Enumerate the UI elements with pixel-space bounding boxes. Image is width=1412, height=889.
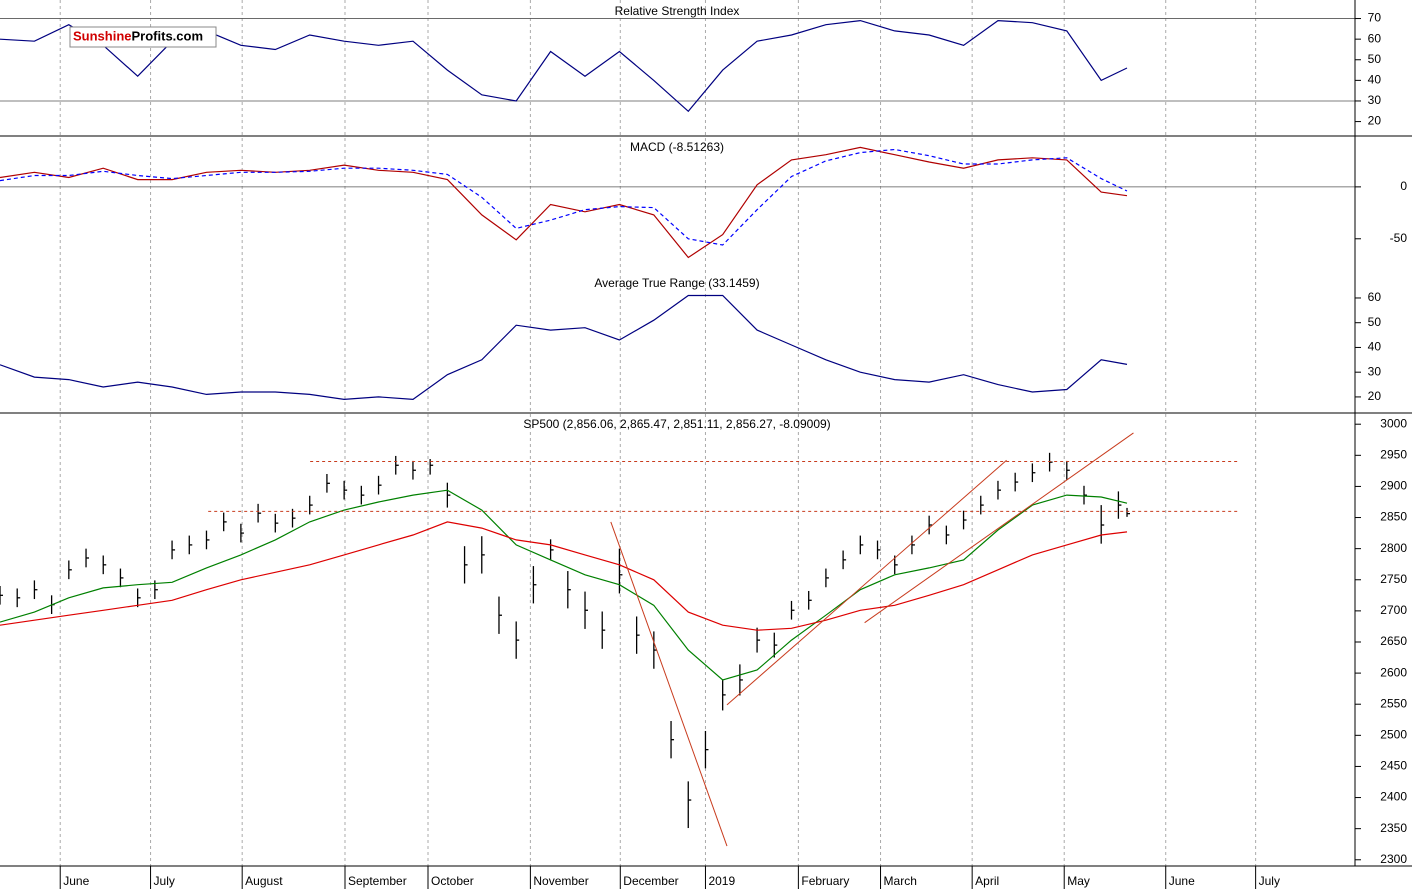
chart-title: MACD (-8.51263) — [630, 140, 724, 154]
y-tick-label: -50 — [1390, 231, 1408, 245]
y-tick-label: 3000 — [1380, 416, 1407, 430]
x-tick-label: June — [63, 874, 89, 888]
x-tick-label: 2019 — [708, 874, 735, 888]
y-tick-label: 50 — [1368, 52, 1382, 66]
y-tick-label: 30 — [1368, 93, 1382, 107]
y-tick-label: 20 — [1368, 114, 1382, 128]
x-tick-label: February — [801, 874, 849, 888]
x-tick-label: June — [1169, 874, 1195, 888]
series-line — [0, 146, 1128, 259]
y-tick-label: 2900 — [1380, 479, 1407, 493]
trend-line — [864, 432, 1134, 624]
y-tick-label: 2650 — [1380, 634, 1407, 648]
x-tick-label: March — [884, 874, 917, 888]
y-tick-label: 2300 — [1380, 852, 1407, 866]
plot: June July August September October November De… — [0, 4, 1407, 889]
y-tick-label: 40 — [1368, 73, 1382, 87]
x-tick-label: December — [623, 874, 678, 888]
y-tick-label: 2700 — [1380, 603, 1407, 617]
y-tick-label: 2950 — [1380, 447, 1407, 461]
y-tick-label: 2800 — [1380, 541, 1407, 555]
watermark-part: Sunshine — [73, 29, 132, 44]
series-line — [0, 148, 1128, 246]
y-tick-label: 70 — [1368, 11, 1382, 25]
chart-title: SP500 (2,856.06, 2,865.47, 2,851.11, 2,8… — [523, 417, 830, 431]
y-tick-label: 2850 — [1380, 510, 1407, 524]
trend-line — [610, 521, 728, 847]
y-tick-label: 2400 — [1380, 790, 1407, 804]
x-tick-label: October — [431, 874, 474, 888]
y-tick-label: 60 — [1368, 290, 1382, 304]
y-tick-label: 30 — [1368, 364, 1382, 378]
x-tick-label: May — [1067, 874, 1090, 888]
series-line — [0, 521, 1128, 631]
y-tick-label: 2600 — [1380, 665, 1407, 679]
trend-line — [726, 459, 1007, 706]
y-tick-label: 2550 — [1380, 696, 1407, 710]
watermark-part: Profits.com — [132, 29, 204, 44]
watermark: SunshineProfits.com — [69, 26, 217, 48]
y-tick-label: 2350 — [1380, 821, 1407, 835]
watermark-text: SunshineProfits.com — [73, 29, 203, 44]
x-tick-label: September — [348, 874, 407, 888]
chart-title: Relative Strength Index — [615, 4, 740, 18]
x-tick-label: July — [154, 874, 175, 888]
y-tick-label: 2750 — [1380, 572, 1407, 586]
y-tick-label: 2450 — [1380, 759, 1407, 773]
watermark-box — [69, 26, 217, 48]
y-tick-label: 50 — [1368, 315, 1382, 329]
y-tick-label: 20 — [1368, 389, 1382, 403]
y-tick-label: 40 — [1368, 340, 1382, 354]
x-tick-label: November — [533, 874, 588, 888]
series-line — [0, 294, 1128, 401]
y-tick-label: 2500 — [1380, 727, 1407, 741]
y-tick-label: 60 — [1368, 31, 1382, 45]
y-tick-label: 0 — [1400, 179, 1407, 193]
x-tick-label: August — [245, 874, 283, 888]
x-tick-label: April — [975, 874, 999, 888]
grid — [0, 0, 1355, 866]
series-line — [0, 489, 1128, 681]
chart-title: Average True Range (33.1459) — [594, 276, 759, 290]
x-tick-label: July — [1259, 874, 1280, 888]
